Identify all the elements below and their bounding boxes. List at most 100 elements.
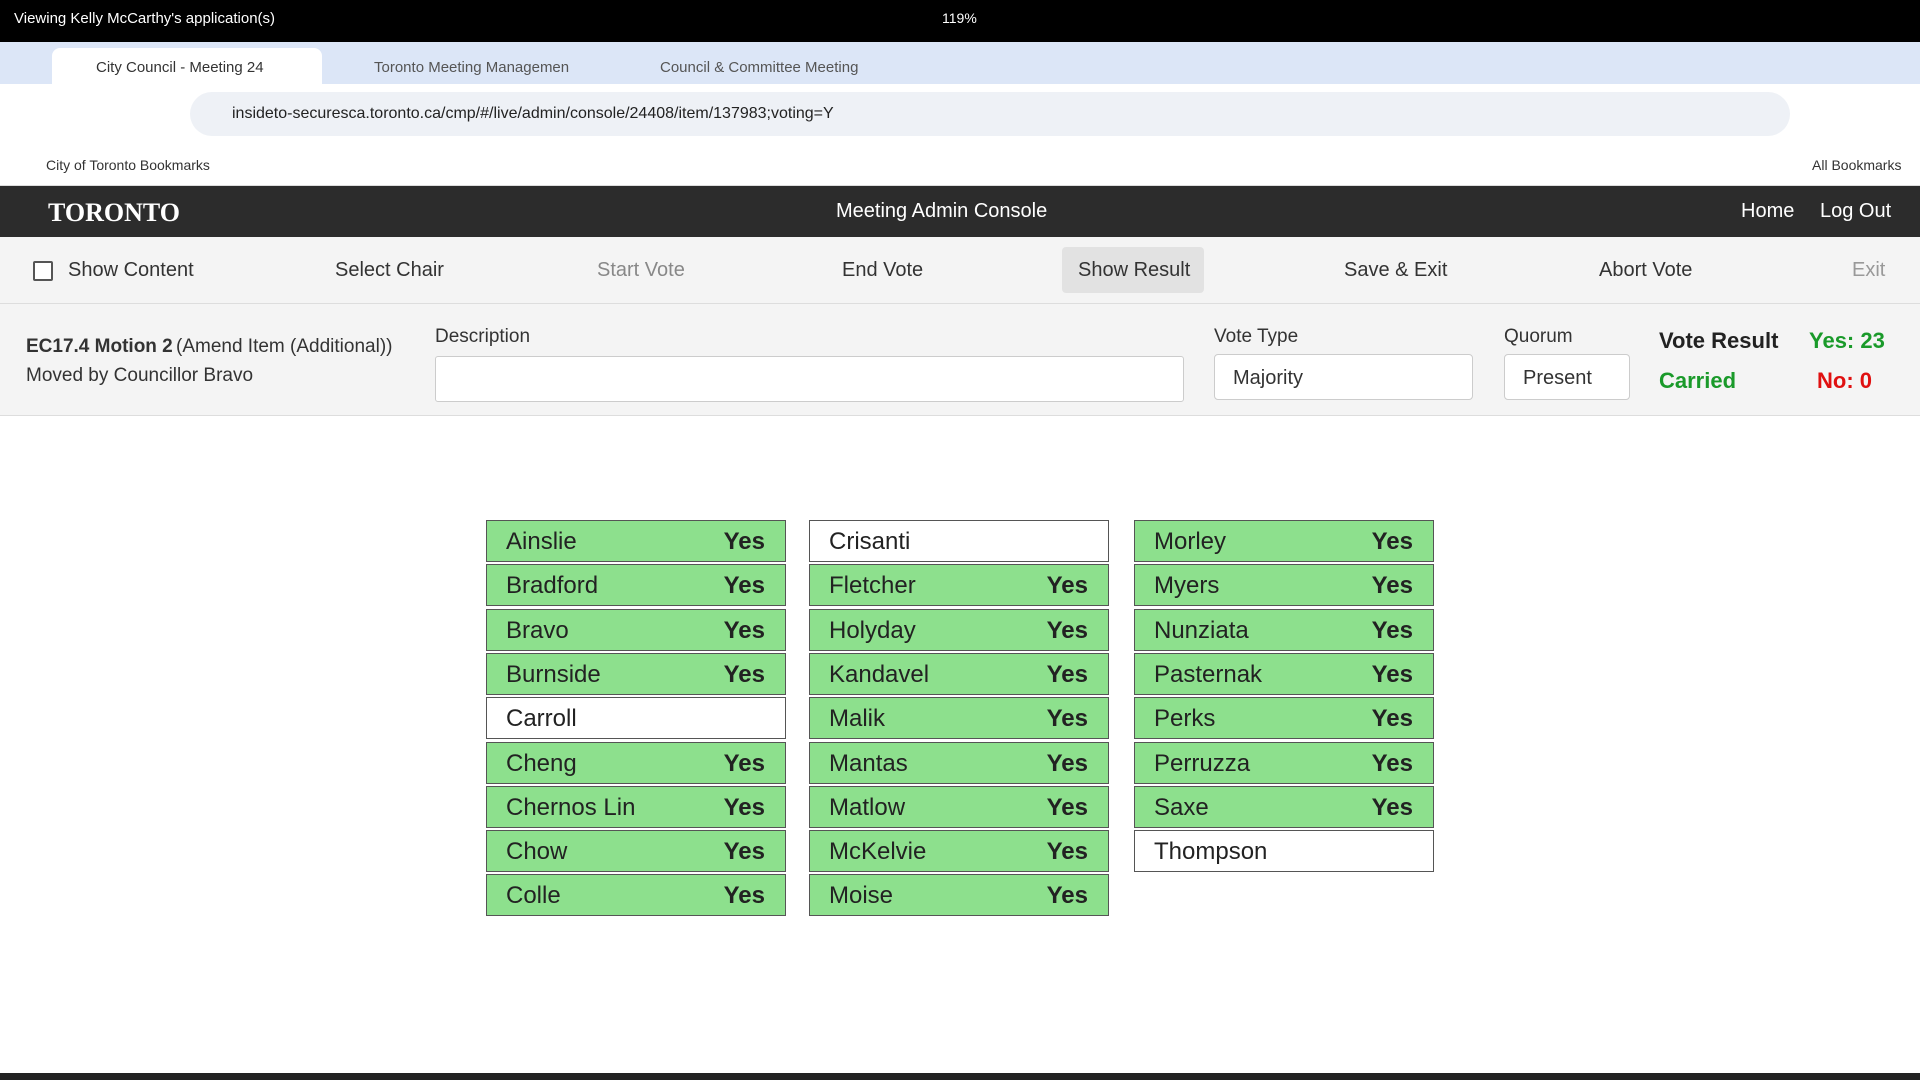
councillor-cell[interactable]: Perks Yes [1134,697,1434,740]
councillor-name: Kandavel [829,660,930,688]
councillor-name: Ainslie [506,528,577,555]
description-input[interactable] [435,356,1184,402]
councillor-name: Thompson [1154,838,1268,866]
councillor-cell[interactable]: Pasternak Yes [1134,652,1434,695]
councillor-cell[interactable]: Ainslie Yes [486,520,786,562]
toolbar-button[interactable]: Start Vote [597,259,685,281]
councillor-cell[interactable]: Saxe Yes [1134,785,1434,828]
councillor-vote: Yes [723,882,765,910]
councillor-vote: Yes [1046,882,1088,910]
tab-title: Toronto Meeting Managemen [374,59,570,76]
councillor-cell[interactable]: Morley Yes [1134,520,1434,562]
councillor-name: Mantas [829,749,908,777]
councillor-cell[interactable]: McKelvie Yes [809,830,1109,873]
bookmarks-bar: City of Toronto Bookmarks All Bookmarks [0,144,1920,186]
councillor-cell[interactable]: Kandavel Yes [809,652,1109,695]
councillor-name: McKelvie [829,838,927,866]
councillor-cell[interactable]: Mantas Yes [809,741,1109,784]
councillor-name: Malik [829,705,886,733]
councillor-cell[interactable]: Crisanti [809,520,1109,562]
councillor-name: Bradford [506,572,599,600]
checkbox[interactable] [33,261,53,281]
councillor-name: Perks [1154,705,1216,733]
vote-type-select[interactable]: Majority [1214,354,1473,400]
councillor-cell[interactable]: Bradford Yes [486,564,786,607]
show-content-label: Show Content [68,259,194,281]
councillor-name: Holyday [829,616,916,644]
councillor-cell[interactable]: Holyday Yes [809,608,1109,651]
councillor-vote: Yes [1371,660,1413,688]
councillor-vote: Yes [1046,660,1088,688]
share-banner: Viewing Kelly McCarthy's application(s) … [0,0,1920,42]
councillor-cell[interactable]: Nunziata Yes [1134,608,1434,651]
councillor-cell[interactable]: Perruzza Yes [1134,741,1434,784]
toolbar: Show Content Select Chair Start Vote End… [0,237,1920,304]
tab[interactable]: City Council - Meeting 24 [52,48,322,84]
councillor-name: Nunziata [1154,616,1249,644]
councillor-name: Matlow [829,793,906,821]
toolbar-button[interactable]: Save & Exit [1344,259,1448,281]
councillor-cell[interactable]: Thompson [1134,830,1434,873]
toolbar-button[interactable]: Select Chair [335,259,444,281]
councillor-vote: Yes [1371,528,1413,555]
toolbar-button[interactable]: End Vote [842,259,924,281]
councillor-name: Perruzza [1154,749,1251,777]
councillor-cell[interactable]: Cheng Yes [486,741,786,784]
councillor-vote: Yes [1371,572,1413,600]
councillor-vote: Yes [1046,793,1088,821]
item-panel: EC17.4 Motion 2 (Amend Item (Additional)… [0,304,1920,416]
councillor-vote: Yes [1046,705,1088,733]
tab-bar: City Council - Meeting 24 Toronto Meetin… [0,42,1920,84]
bookmark-folder[interactable]: City of Toronto Bookmarks [46,157,210,173]
councillor-name: Cheng [506,749,577,777]
tab[interactable]: Council & Committee Meeting [616,48,896,84]
councillor-cell[interactable]: Myers Yes [1134,564,1434,607]
quorum-select[interactable]: Present [1504,354,1630,400]
councillor-vote: Yes [1046,572,1088,600]
councillor-vote: Yes [723,793,765,821]
toolbar-button[interactable]: Show Result [1078,259,1191,281]
councillor-cell[interactable]: Carroll [486,697,786,740]
all-bookmarks[interactable]: All Bookmarks [1812,157,1902,173]
councillor-name: Bravo [506,616,569,644]
item-kind: (Amend Item (Additional)) [176,336,393,357]
toolbar-button[interactable]: Abort Vote [1599,259,1693,281]
councillor-name: Colle [506,882,561,910]
councillor-name: Moise [829,882,894,910]
councillor-cell[interactable]: Matlow Yes [809,785,1109,828]
bottom-bar [0,1073,1920,1080]
councillor-vote: Yes [1371,616,1413,644]
field-label: Description [435,326,531,347]
councillor-cell[interactable]: Chow Yes [486,830,786,873]
select-value: Present [1523,367,1592,389]
no-count: No: 0 [1817,368,1872,393]
councillor-cell[interactable]: Malik Yes [809,697,1109,740]
councillor-vote: Yes [723,749,765,777]
item-mover: Moved by Councillor Bravo [26,365,254,386]
councillor-cell[interactable]: Moise Yes [809,874,1109,917]
yes-count: Yes: 23 [1809,328,1885,353]
councillor-vote: Yes [1046,749,1088,777]
councillor-cell[interactable]: Colle Yes [486,874,786,917]
nav-link[interactable]: Log Out [1820,200,1892,222]
field-label: Quorum [1504,326,1573,347]
select-value: Majority [1233,367,1304,389]
nav-link[interactable]: Home [1741,200,1795,222]
councillor-name: Fletcher [829,572,916,600]
councillor-cell[interactable]: Chernos Lin Yes [486,785,786,828]
councillor-cell[interactable]: Bravo Yes [486,608,786,651]
vote-result: Carried [1659,368,1737,393]
councillor-vote: Yes [1046,838,1088,866]
address-bar: insideto-securesca.toronto.ca/cmp/#/live… [0,84,1920,144]
toolbar-button[interactable]: Exit [1852,259,1886,281]
councillor-vote: Yes [1371,705,1413,733]
url-field[interactable]: insideto-securesca.toronto.ca/cmp/#/live… [190,92,1790,136]
councillor-cell[interactable]: Burnside Yes [486,652,786,695]
councillor-vote: Yes [1371,749,1413,777]
logo[interactable]: TORONTO [48,198,180,227]
tab-title: City Council - Meeting 24 [96,59,264,76]
councillor-cell[interactable]: Fletcher Yes [809,564,1109,607]
tab[interactable]: Toronto Meeting Managemen [330,48,610,84]
banner-text: Viewing Kelly McCarthy's application(s) [14,10,276,27]
tab-title: Council & Committee Meeting [660,59,859,76]
